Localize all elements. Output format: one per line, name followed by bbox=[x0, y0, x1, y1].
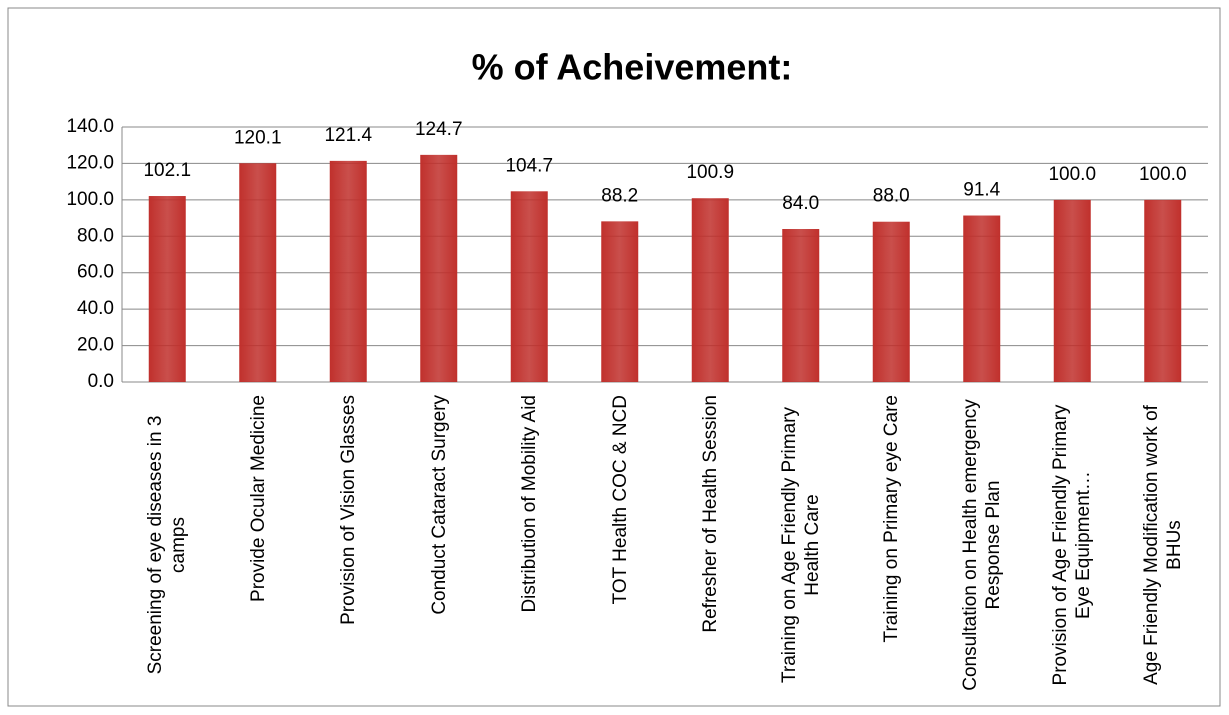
bar bbox=[963, 215, 1001, 382]
data-label: 100.9 bbox=[686, 162, 734, 183]
x-tick-label: Consultation on Health emergency Respons… bbox=[952, 395, 1012, 695]
data-label: 124.7 bbox=[415, 119, 463, 140]
data-label: 100.0 bbox=[1139, 164, 1187, 185]
y-tick-label: 20.0 bbox=[77, 335, 114, 356]
x-tick-text: TOT Health COC & NCD bbox=[609, 395, 631, 605]
bar bbox=[329, 160, 367, 382]
data-label: 104.7 bbox=[505, 155, 553, 176]
x-tick-label: Refresher of Health Session bbox=[680, 395, 740, 695]
bar bbox=[872, 221, 910, 382]
bar bbox=[148, 196, 186, 382]
data-label: 120.1 bbox=[234, 127, 282, 148]
x-tick-label: Provide Ocular Medicine bbox=[228, 395, 288, 695]
x-tick-text: Provision of Vision Glasses bbox=[337, 395, 359, 625]
chart-title: % of Acheivement: bbox=[472, 47, 793, 88]
x-tick-text: Refresher of Health Session bbox=[699, 395, 721, 633]
data-label: 84.0 bbox=[782, 193, 819, 214]
y-tick-label: 80.0 bbox=[77, 225, 114, 246]
x-tick-text: Screening of eye diseases in 3 camps bbox=[145, 415, 190, 675]
data-label: 121.4 bbox=[324, 125, 372, 146]
x-tick-label: Screening of eye diseases in 3 camps bbox=[137, 395, 197, 695]
x-tick-label: Age Friendly Modification work of BHUs bbox=[1133, 395, 1193, 695]
y-tick-label: 0.0 bbox=[88, 371, 114, 392]
x-tick-label: Conduct Cataract Surgery bbox=[409, 395, 469, 695]
data-label: 100.0 bbox=[1048, 164, 1096, 185]
bar bbox=[601, 221, 639, 382]
y-tick-label: 40.0 bbox=[77, 298, 114, 319]
x-tick-text: Age Friendly Modification work of BHUs bbox=[1140, 405, 1185, 685]
x-tick-text: Conduct Cataract Surgery bbox=[428, 395, 450, 615]
x-tick-text: Consultation on Health emergency Respons… bbox=[959, 399, 1004, 691]
x-tick-label: Distribution of Mobility Aid bbox=[499, 395, 559, 695]
x-tick-label: TOT Health COC & NCD bbox=[590, 395, 650, 695]
y-tick-label: 140.0 bbox=[66, 116, 114, 137]
data-label: 102.1 bbox=[143, 160, 191, 181]
x-tick-text: Provide Ocular Medicine bbox=[247, 395, 269, 602]
x-tick-text: Training on Age Friendly Primary Health … bbox=[778, 407, 823, 683]
y-tick-label: 120.0 bbox=[66, 152, 114, 173]
data-label: 88.2 bbox=[601, 185, 638, 206]
bar bbox=[1053, 199, 1091, 382]
data-label: 88.0 bbox=[873, 186, 910, 207]
x-tick-label: Training on Age Friendly Primary Health … bbox=[771, 395, 831, 695]
y-tick-label: 100.0 bbox=[66, 189, 114, 210]
bar bbox=[691, 198, 729, 382]
x-tick-label: Training on Primary eye Care bbox=[861, 395, 921, 695]
bar bbox=[239, 163, 277, 382]
bar bbox=[1144, 199, 1182, 382]
x-tick-text: Provision of Age Friendly Primary Eye Eq… bbox=[1050, 404, 1095, 686]
bar bbox=[420, 154, 458, 382]
bar bbox=[510, 191, 548, 382]
data-label: 91.4 bbox=[963, 180, 1000, 201]
bar bbox=[782, 229, 820, 382]
x-tick-text: Training on Primary eye Care bbox=[880, 395, 902, 643]
x-tick-label: Provision of Vision Glasses bbox=[318, 395, 378, 695]
x-tick-label: Provision of Age Friendly Primary Eye Eq… bbox=[1042, 395, 1102, 695]
y-tick-label: 60.0 bbox=[77, 262, 114, 283]
x-tick-text: Distribution of Mobility Aid bbox=[518, 395, 540, 613]
